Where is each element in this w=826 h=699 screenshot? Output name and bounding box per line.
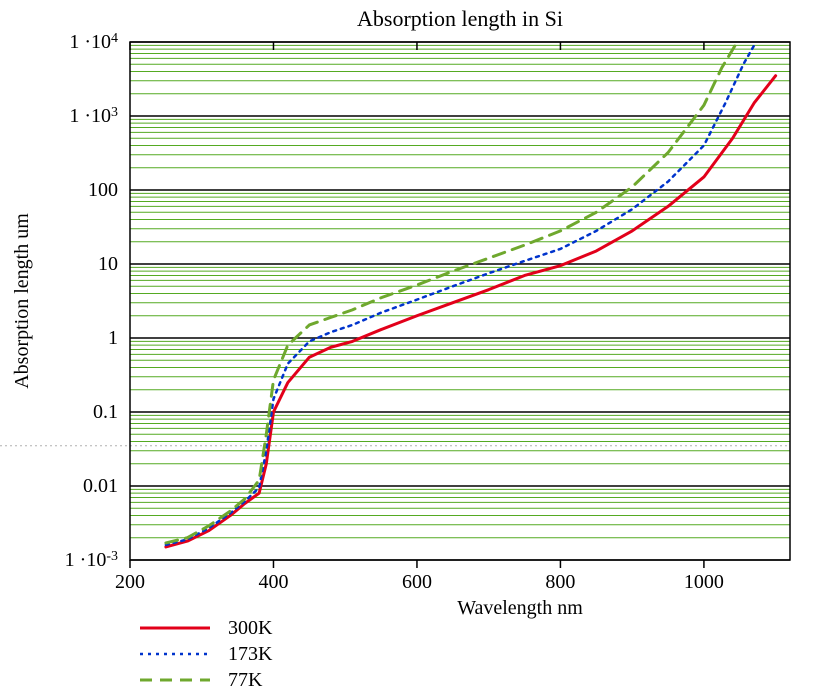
chart-svg: Absorption length in Si 200 400 600 800 1000 W…: [0, 0, 826, 699]
x-tick-label: 800: [545, 571, 575, 593]
chart-container: Absorption length in Si 200 400 600 800 1000 W…: [0, 0, 826, 699]
x-tick-label: 200: [115, 571, 145, 593]
legend-label: 300K: [228, 617, 273, 639]
x-tick-label: 600: [402, 571, 432, 593]
legend-label: 173K: [228, 643, 273, 665]
y-tick-label: 1: [108, 327, 118, 349]
x-tick-label: 400: [258, 571, 288, 593]
legend-label: 77K: [228, 669, 263, 691]
chart-title: Absorption length in Si: [357, 6, 563, 31]
y-tick-label: 0.01: [83, 475, 118, 497]
y-tick-label: 10: [98, 253, 118, 275]
y-tick-label: 0.1: [93, 401, 118, 423]
x-axis-label: Wavelength nm: [457, 597, 583, 619]
y-tick-label: 100: [88, 179, 118, 201]
y-tick-label: 1 ·103: [69, 105, 118, 127]
x-tick-label: 1000: [684, 571, 724, 593]
y-axis-label: Absorption length um: [11, 213, 33, 389]
y-tick-label: 1 ·104: [69, 31, 118, 53]
